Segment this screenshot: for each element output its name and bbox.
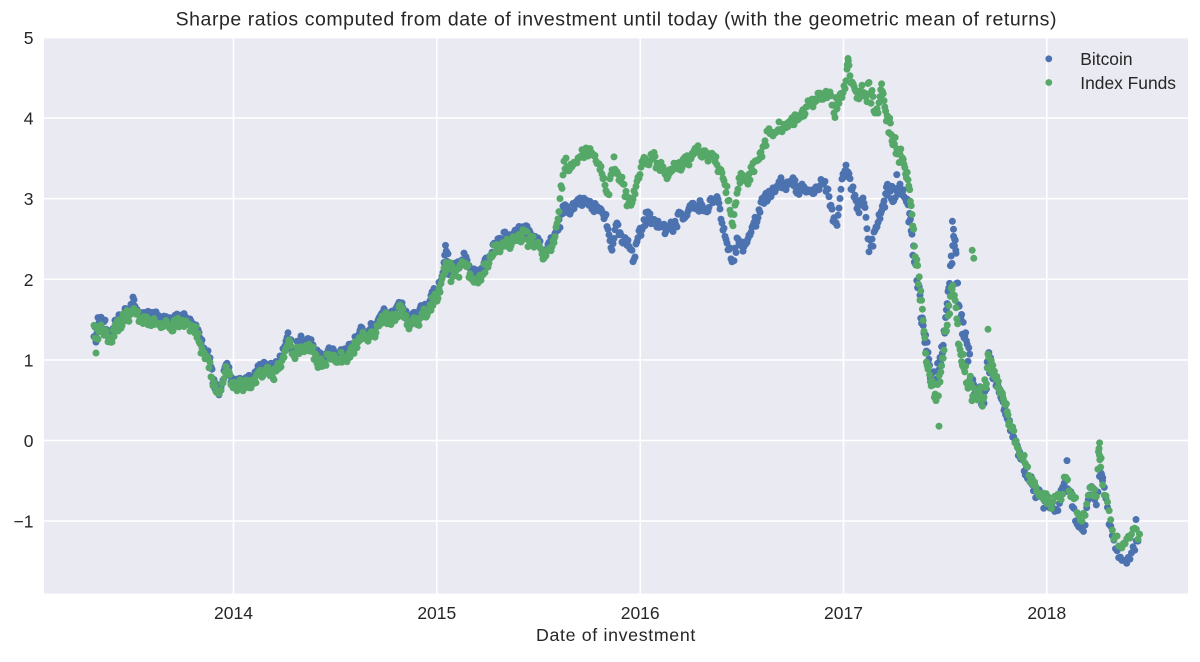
- svg-text:Bitcoin: Bitcoin: [1080, 49, 1132, 69]
- svg-text:3: 3: [24, 189, 34, 209]
- svg-text:2016: 2016: [621, 603, 660, 623]
- svg-text:1: 1: [24, 350, 34, 370]
- svg-text:Date of investment: Date of investment: [536, 625, 696, 645]
- svg-text:−1: −1: [14, 512, 34, 532]
- svg-text:2015: 2015: [417, 603, 456, 623]
- svg-text:2014: 2014: [214, 603, 253, 623]
- svg-text:2: 2: [24, 270, 34, 290]
- svg-text:2018: 2018: [1027, 603, 1066, 623]
- svg-text:2017: 2017: [824, 603, 863, 623]
- svg-text:Index Funds: Index Funds: [1080, 73, 1176, 93]
- svg-text:4: 4: [24, 109, 34, 129]
- svg-text:Sharpe ratios computed from da: Sharpe ratios computed from date of inve…: [176, 9, 1057, 31]
- svg-text:0: 0: [24, 431, 34, 451]
- svg-text:5: 5: [24, 28, 34, 48]
